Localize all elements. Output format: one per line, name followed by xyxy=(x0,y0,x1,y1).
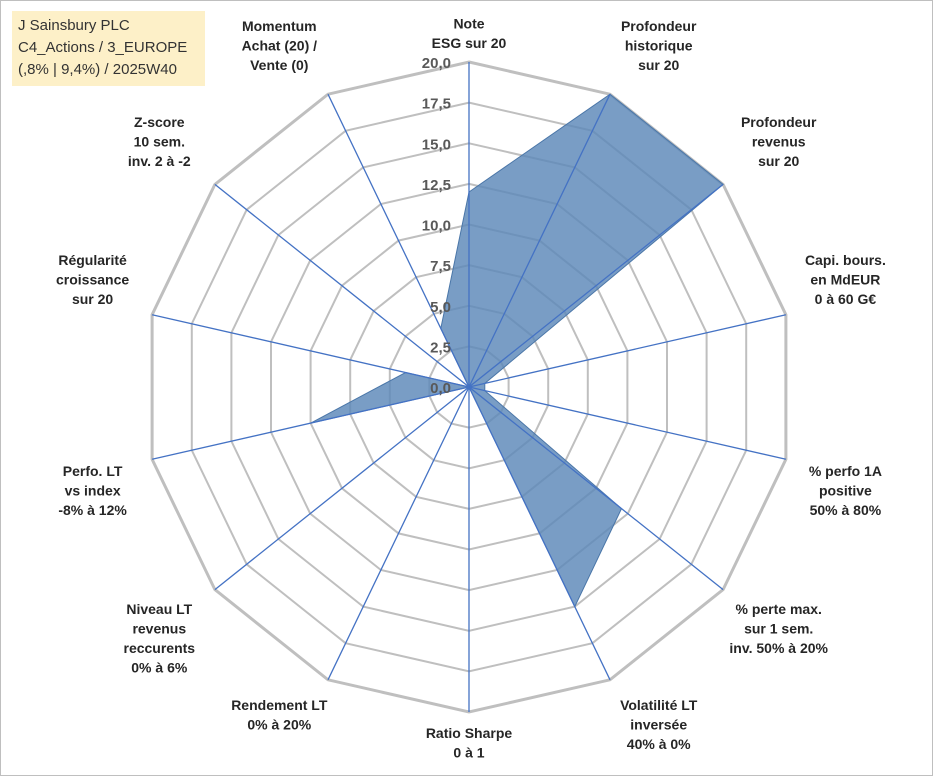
axis-label-6: Volatilité LT inversée 40% à 0% xyxy=(620,697,698,752)
axis-label-13: Momentum Achat (20) / Vente (0) xyxy=(242,18,318,73)
spoke-6 xyxy=(468,386,611,681)
axis-label-5-line-0: % perte max. xyxy=(736,601,822,617)
axis-label-10-line-1: vs index xyxy=(65,482,121,498)
tick-label-0: 0,0 xyxy=(430,380,451,397)
spoke-11 xyxy=(151,314,470,388)
tick-label-7: 17,5 xyxy=(422,96,451,113)
axis-label-11-line-2: sur 20 xyxy=(72,291,113,307)
axis-label-11: Régularité croissance sur 20 xyxy=(56,252,129,307)
axis-label-0-line-0: Note xyxy=(453,16,484,32)
axis-label-1: Profondeur historique sur 20 xyxy=(621,18,697,73)
axis-label-3-line-1: en MdEUR xyxy=(810,272,880,288)
axis-label-4-line-2: 50% à 80% xyxy=(810,502,882,518)
axis-label-4: % perfo 1A positive 50% à 80% xyxy=(809,463,882,518)
spoke-9 xyxy=(214,386,470,591)
spoke-4 xyxy=(468,386,787,460)
spoke-8 xyxy=(327,386,470,681)
series-area-0 xyxy=(310,93,724,608)
spoke-2 xyxy=(468,183,724,388)
spoke-1 xyxy=(468,93,611,388)
tick-label-1: 2,5 xyxy=(430,339,451,356)
axis-label-9-line-1: revenus xyxy=(132,621,186,637)
axis-label-5-line-2: inv. 50% à 20% xyxy=(729,640,828,656)
company-name: J Sainsbury PLC xyxy=(18,17,130,34)
tick-label-4: 10,0 xyxy=(422,218,451,235)
axis-label-1-line-0: Profondeur xyxy=(621,18,697,34)
axis-label-13-line-2: Vente (0) xyxy=(250,57,308,73)
axis-label-2-line-0: Profondeur xyxy=(741,114,817,130)
spoke-layer xyxy=(151,62,787,712)
spoke-10 xyxy=(151,386,470,460)
axis-label-7: Ratio Sharpe 0 à 1 xyxy=(426,725,513,761)
axis-label-3-line-2: 0 à 60 G€ xyxy=(815,291,877,307)
axis-label-2-line-1: revenus xyxy=(752,133,806,149)
spoke-12 xyxy=(214,183,470,388)
axis-label-9-line-3: 0% à 6% xyxy=(131,660,188,676)
spoke-3 xyxy=(468,314,787,388)
axis-label-1-line-2: sur 20 xyxy=(638,57,679,73)
axis-label-12-line-0: Z-score xyxy=(134,114,185,130)
axis-label-7-line-1: 0 à 1 xyxy=(453,745,484,761)
axis-label-12-line-1: 10 sem. xyxy=(134,133,185,149)
title-box: J Sainsbury PLC C4_Actions / 3_EUROPE (,… xyxy=(12,11,205,86)
axis-label-11-line-0: Régularité xyxy=(58,252,127,268)
axis-label-13-line-1: Achat (20) / xyxy=(242,38,318,54)
axis-label-11-line-1: croissance xyxy=(56,272,129,288)
tick-label-2: 5,0 xyxy=(430,299,451,316)
axis-label-10-line-2: -8% à 12% xyxy=(58,502,127,518)
axis-label-1-line-1: historique xyxy=(625,38,693,54)
category-line: C4_Actions / 3_EUROPE xyxy=(18,39,188,56)
axis-label-0: Note ESG sur 20 xyxy=(432,16,507,52)
axis-label-13-line-0: Momentum xyxy=(242,18,317,34)
axis-label-10-line-0: Perfo. LT xyxy=(63,463,123,479)
axis-label-3: Capi. bours. en MdEUR 0 à 60 G€ xyxy=(805,252,886,307)
tick-label-8: 20,0 xyxy=(422,55,451,72)
axis-label-10: Perfo. LT vs index -8% à 12% xyxy=(58,463,127,518)
axis-label-8-line-0: Rendement LT xyxy=(231,697,328,713)
axis-label-8-line-1: 0% à 20% xyxy=(247,716,311,732)
axis-label-12: Z-score 10 sem. inv. 2 à -2 xyxy=(128,114,191,169)
axis-label-7-line-0: Ratio Sharpe xyxy=(426,725,513,741)
label-layer: Note ESG sur 20 Profondeur historique sur 20… xyxy=(56,16,886,761)
axis-label-5-line-1: sur 1 sem. xyxy=(744,621,813,637)
axis-label-6-line-0: Volatilité LT xyxy=(620,697,698,713)
period-line: (,8% | 9,4%) / 2025W40 xyxy=(18,61,177,78)
axis-label-4-line-1: positive xyxy=(819,482,872,498)
axis-label-9-line-2: reccurents xyxy=(124,640,196,656)
axis-label-3-line-0: Capi. bours. xyxy=(805,252,886,268)
axis-label-12-line-2: inv. 2 à -2 xyxy=(128,153,191,169)
series-layer xyxy=(310,93,724,608)
axis-label-8: Rendement LT 0% à 20% xyxy=(231,697,328,733)
tick-label-6: 15,0 xyxy=(422,136,451,153)
axis-label-2-line-2: sur 20 xyxy=(758,153,799,169)
tick-label-3: 7,5 xyxy=(430,258,451,275)
axis-label-5: % perte max. sur 1 sem. inv. 50% à 20% xyxy=(729,601,828,656)
axis-label-9: Niveau LT revenus reccurents 0% à 6% xyxy=(124,601,196,676)
spoke-13 xyxy=(327,93,470,388)
axis-label-6-line-2: 40% à 0% xyxy=(627,736,691,752)
axis-label-0-line-1: ESG sur 20 xyxy=(432,35,507,51)
axis-label-4-line-0: % perfo 1A xyxy=(809,463,882,479)
axis-label-2: Profondeur revenus sur 20 xyxy=(741,114,817,169)
tick-label-5: 12,5 xyxy=(422,177,451,194)
tick-layer: 0,0 2,5 5,0 7,5 10,0 12,5 15,0 17,5 20,0 xyxy=(422,55,451,397)
axis-label-6-line-1: inversée xyxy=(630,716,687,732)
axis-label-9-line-0: Niveau LT xyxy=(126,601,192,617)
spoke-5 xyxy=(468,386,724,591)
